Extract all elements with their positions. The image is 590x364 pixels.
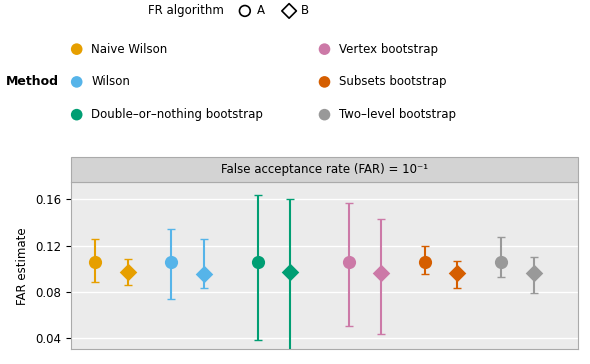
Text: Subsets bootstrap: Subsets bootstrap bbox=[339, 75, 447, 88]
Text: Method: Method bbox=[6, 75, 59, 88]
Point bbox=[123, 269, 132, 275]
Point bbox=[496, 259, 506, 265]
Y-axis label: FAR estimate: FAR estimate bbox=[17, 227, 30, 305]
Point bbox=[166, 259, 176, 265]
Point bbox=[240, 8, 250, 14]
Point bbox=[420, 259, 430, 265]
Point bbox=[320, 79, 329, 85]
Point bbox=[320, 46, 329, 52]
Point bbox=[72, 112, 81, 118]
Text: Vertex bootstrap: Vertex bootstrap bbox=[339, 43, 438, 56]
Point bbox=[376, 270, 386, 276]
Text: Naive Wilson: Naive Wilson bbox=[91, 43, 168, 56]
Text: FR algorithm: FR algorithm bbox=[148, 4, 224, 17]
Point bbox=[90, 259, 100, 265]
Text: Wilson: Wilson bbox=[91, 75, 130, 88]
Text: False acceptance rate (FAR) = 10⁻¹: False acceptance rate (FAR) = 10⁻¹ bbox=[221, 163, 428, 176]
Text: Two–level bootstrap: Two–level bootstrap bbox=[339, 108, 456, 121]
Point bbox=[72, 46, 81, 52]
Text: Double–or–nothing bootstrap: Double–or–nothing bootstrap bbox=[91, 108, 263, 121]
Point bbox=[72, 79, 81, 85]
Point bbox=[199, 272, 208, 277]
Point bbox=[344, 259, 353, 265]
Text: B: B bbox=[301, 4, 309, 17]
Point bbox=[529, 270, 538, 276]
Point bbox=[320, 112, 329, 118]
Text: A: A bbox=[257, 4, 265, 17]
Point bbox=[284, 8, 294, 14]
Point bbox=[253, 259, 262, 265]
Point bbox=[286, 269, 295, 275]
Point bbox=[453, 270, 462, 276]
